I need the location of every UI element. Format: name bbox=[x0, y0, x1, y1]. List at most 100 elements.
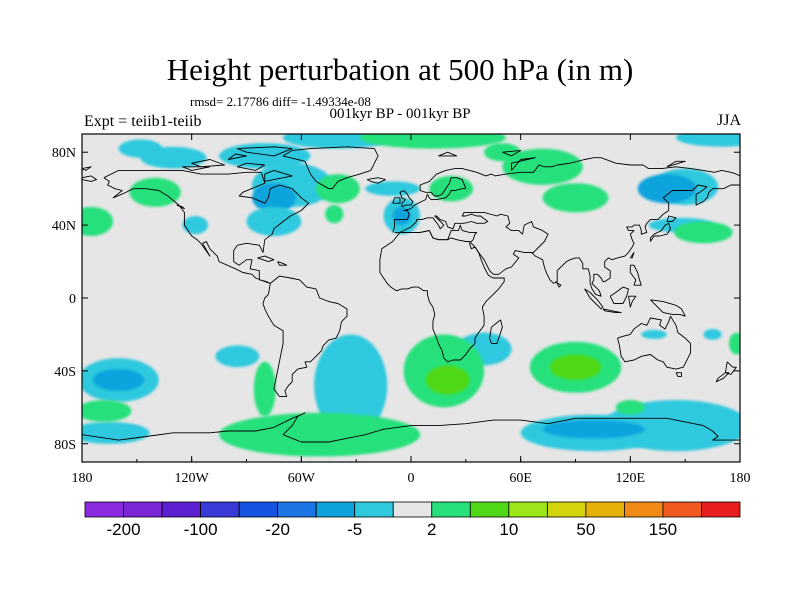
colorbar-label: 10 bbox=[499, 520, 518, 539]
coastline bbox=[191, 159, 226, 168]
colorbar-swatch bbox=[200, 501, 240, 518]
lat-tick-label: 40S bbox=[54, 365, 76, 380]
perturbation-region bbox=[365, 181, 421, 196]
perturbation-region bbox=[729, 332, 740, 355]
colorbar-swatch bbox=[469, 501, 510, 518]
perturbation-region bbox=[314, 334, 388, 437]
coastline bbox=[555, 281, 562, 288]
lon-tick-label: 60W bbox=[288, 471, 316, 486]
coastline bbox=[392, 197, 401, 204]
colorbar-label: -200 bbox=[107, 520, 141, 539]
coastline bbox=[264, 169, 293, 182]
coastline bbox=[419, 157, 740, 197]
coastline bbox=[524, 184, 740, 297]
colorbar-swatch bbox=[238, 501, 279, 518]
coastline bbox=[399, 190, 414, 208]
perturbation-region bbox=[246, 206, 302, 237]
coastline bbox=[366, 177, 386, 184]
colorbar-swatch bbox=[315, 501, 356, 518]
colorbar-swatch bbox=[701, 501, 741, 518]
colorbar-swatch bbox=[161, 501, 201, 518]
coastline bbox=[277, 261, 288, 266]
colorbar-swatch bbox=[585, 501, 625, 518]
perturbation-region bbox=[549, 354, 602, 380]
coastline bbox=[82, 412, 740, 443]
perturbation-region bbox=[425, 365, 470, 395]
coastline bbox=[628, 295, 637, 308]
lon-tick-label: 180 bbox=[72, 471, 93, 486]
lon-tick-label: 120W bbox=[175, 471, 210, 486]
lon-tick-label: 60E bbox=[509, 471, 532, 486]
colorbar-swatch bbox=[546, 501, 587, 518]
perturbation-region bbox=[359, 134, 507, 149]
coastline bbox=[715, 372, 730, 383]
perturbation-region bbox=[484, 143, 521, 162]
colorbar-swatch bbox=[624, 501, 664, 518]
perturbation-region bbox=[182, 216, 209, 235]
coastline bbox=[82, 166, 92, 171]
perturbation-region bbox=[325, 205, 344, 224]
axis-ticks: 180 120W 60W 0 60E 120E 180 80N 40N 0 40S 80S bbox=[52, 134, 751, 486]
colorbar-swatch bbox=[354, 501, 394, 518]
coastline bbox=[502, 149, 522, 157]
perturbation-region bbox=[219, 143, 311, 169]
plot-title: Height perturbation at 500 hPa (in m) bbox=[166, 52, 634, 87]
perturbation-region bbox=[82, 400, 132, 422]
perturbation-region bbox=[118, 139, 163, 158]
perturbation-region bbox=[542, 420, 645, 439]
coastline bbox=[236, 146, 293, 157]
coastline-layer bbox=[82, 146, 740, 443]
coastline bbox=[649, 222, 671, 242]
perturbation-region bbox=[641, 329, 667, 340]
perturbation-region bbox=[219, 412, 421, 457]
coastline bbox=[227, 153, 247, 160]
perturbation-region bbox=[674, 221, 733, 244]
perturbation-fill-layer bbox=[82, 134, 740, 457]
coastline bbox=[666, 160, 686, 168]
coastline bbox=[617, 315, 692, 370]
period-subtitle: 001kyr BP - 001kyr BP bbox=[329, 106, 471, 122]
lon-tick-label: 180 bbox=[730, 471, 751, 486]
coastline bbox=[176, 204, 185, 210]
coastline bbox=[182, 166, 210, 171]
perturbation-region bbox=[542, 183, 609, 213]
coastline bbox=[511, 157, 536, 171]
colorbar-swatch bbox=[431, 501, 471, 518]
lat-tick-label: 80S bbox=[54, 438, 76, 453]
perturbation-region bbox=[637, 174, 697, 204]
coastline bbox=[262, 275, 348, 397]
colorbar-swatch bbox=[508, 501, 548, 518]
lat-tick-label: 0 bbox=[69, 292, 76, 307]
coastline bbox=[282, 146, 379, 190]
coastline bbox=[257, 255, 275, 263]
coastline bbox=[609, 286, 629, 304]
coastline bbox=[675, 372, 682, 377]
perturbation-region bbox=[502, 148, 583, 186]
perturbation-region bbox=[253, 361, 276, 417]
lon-tick-label: 0 bbox=[408, 471, 415, 486]
coastline bbox=[629, 264, 642, 286]
colorbar-swatch bbox=[277, 501, 317, 518]
coastline bbox=[724, 361, 737, 375]
coastline bbox=[584, 288, 604, 310]
colorbar-swatch bbox=[84, 501, 124, 518]
colorbar-label: 2 bbox=[427, 520, 436, 539]
perturbation-region bbox=[392, 206, 411, 226]
coastline bbox=[489, 319, 503, 345]
coastline bbox=[650, 299, 686, 317]
coastline bbox=[394, 211, 549, 275]
perturbation-region bbox=[82, 206, 114, 237]
coastline bbox=[82, 175, 98, 182]
rmsd-diff-text: rmsd= 2.17786 diff= -1.49334e-08 bbox=[190, 94, 371, 109]
colorbar-label: 50 bbox=[576, 520, 595, 539]
colorbar-label: -5 bbox=[347, 520, 362, 539]
coastline bbox=[103, 169, 310, 284]
perturbation-region bbox=[129, 177, 181, 207]
coastline bbox=[392, 188, 466, 233]
perturbation-region bbox=[429, 175, 474, 202]
season-label: JJA bbox=[716, 112, 741, 129]
perturbation-region bbox=[92, 369, 145, 391]
coastline bbox=[379, 230, 505, 363]
coastline bbox=[629, 251, 635, 259]
